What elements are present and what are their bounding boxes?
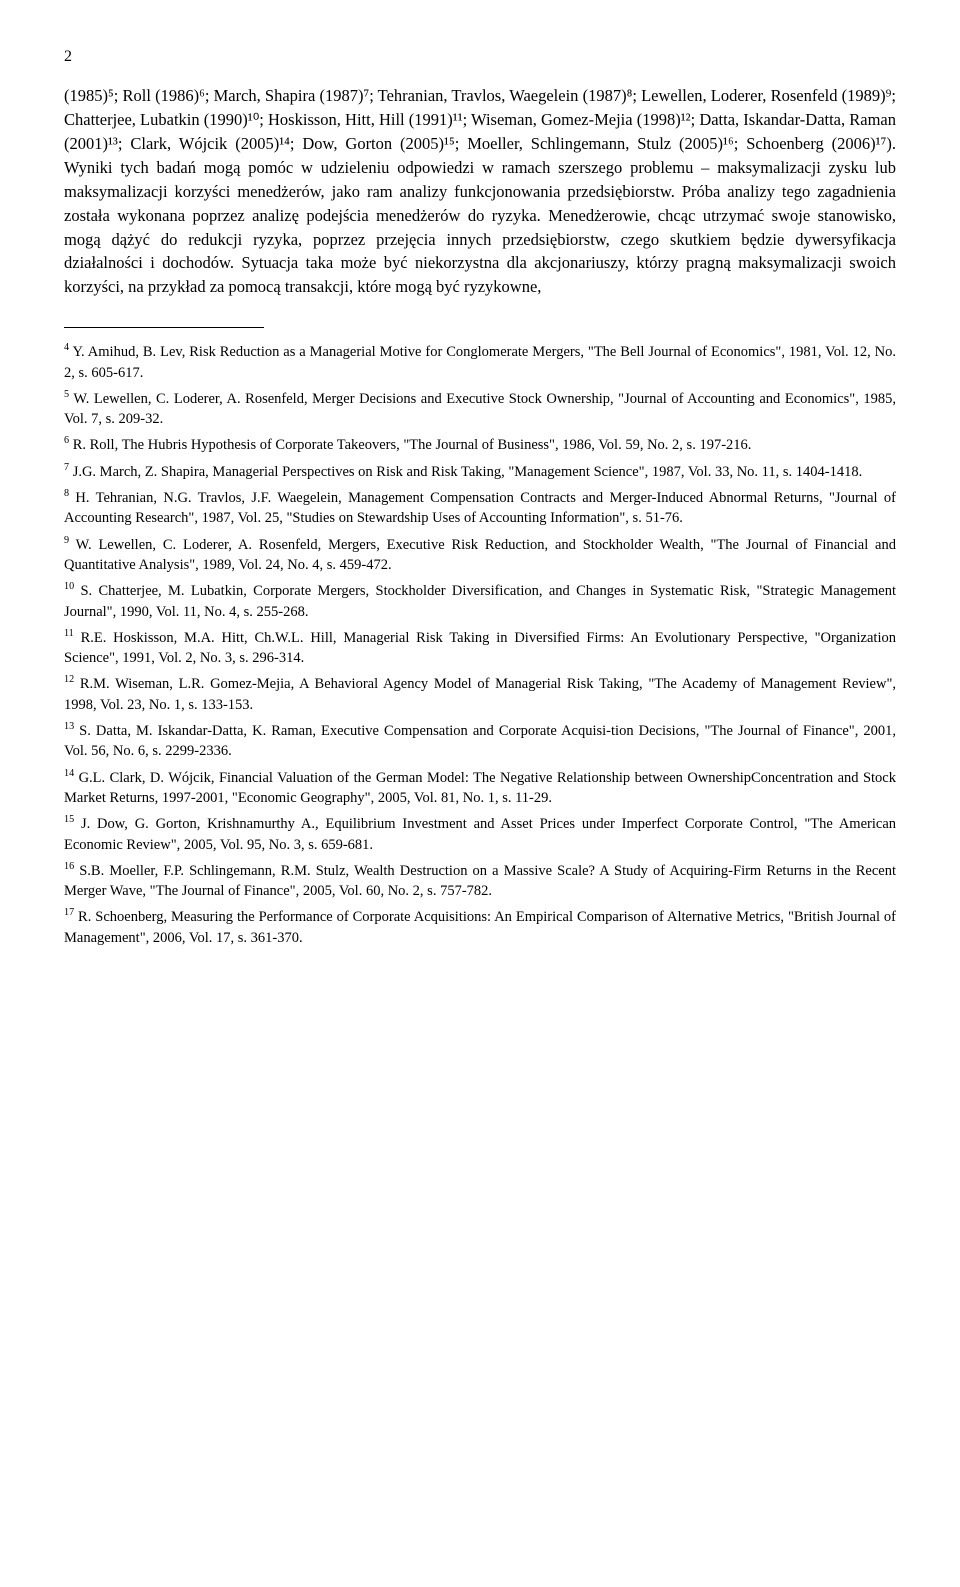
footnote-text: R. Roll, The Hubris Hypothesis of Corpor… [69, 437, 751, 453]
footnote-number: 15 [64, 814, 74, 825]
footnote-text: G.L. Clark, D. Wójcik, Financial Valuati… [64, 770, 896, 806]
footnote-text: S.B. Moeller, F.P. Schlingemann, R.M. St… [64, 863, 896, 899]
footnote-text: R.M. Wiseman, L.R. Gomez-Mejia, A Behavi… [64, 676, 896, 712]
footnote: 7 J.G. March, Z. Shapira, Managerial Per… [64, 462, 896, 482]
footnote: 8 H. Tehranian, N.G. Travlos, J.F. Waege… [64, 488, 896, 529]
footnote-text: H. Tehranian, N.G. Travlos, J.F. Waegele… [64, 490, 896, 526]
footnote-number: 11 [64, 628, 74, 639]
footnote-number: 10 [64, 581, 74, 592]
footnote: 17 R. Schoenberg, Measuring the Performa… [64, 907, 896, 948]
footnote: 6 R. Roll, The Hubris Hypothesis of Corp… [64, 435, 896, 455]
footnote: 9 W. Lewellen, C. Loderer, A. Rosenfeld,… [64, 535, 896, 576]
footnote: 16 S.B. Moeller, F.P. Schlingemann, R.M.… [64, 861, 896, 902]
footnote-text: W. Lewellen, C. Loderer, A. Rosenfeld, M… [64, 537, 896, 573]
footnote-text: J. Dow, G. Gorton, Krishnamurthy A., Equ… [64, 816, 896, 852]
footnote-number: 13 [64, 721, 74, 732]
footnote: 15 J. Dow, G. Gorton, Krishnamurthy A., … [64, 814, 896, 855]
footnote: 14 G.L. Clark, D. Wójcik, Financial Valu… [64, 768, 896, 809]
footnote-number: 16 [64, 861, 74, 872]
footnote-number: 12 [64, 675, 74, 686]
footnote-number: 14 [64, 768, 74, 779]
footnote-text: J.G. March, Z. Shapira, Managerial Persp… [69, 464, 862, 480]
footnotes-block: 4 Y. Amihud, B. Lev, Risk Reduction as a… [64, 342, 896, 948]
footnote: 11 R.E. Hoskisson, M.A. Hitt, Ch.W.L. Hi… [64, 628, 896, 669]
footnote-text: W. Lewellen, C. Loderer, A. Rosenfeld, M… [64, 391, 896, 427]
footnote-text: S. Chatterjee, M. Lubatkin, Corporate Me… [64, 583, 896, 619]
footnote-number: 17 [64, 908, 74, 919]
footnote-text: R.E. Hoskisson, M.A. Hitt, Ch.W.L. Hill,… [64, 630, 896, 666]
footnote-text: R. Schoenberg, Measuring the Performance… [64, 909, 896, 945]
page-number: 2 [64, 48, 896, 66]
footnote-rule [64, 327, 264, 328]
footnote: 12 R.M. Wiseman, L.R. Gomez-Mejia, A Beh… [64, 674, 896, 715]
footnote: 5 W. Lewellen, C. Loderer, A. Rosenfeld,… [64, 389, 896, 430]
footnote-text: S. Datta, M. Iskandar-Datta, K. Raman, E… [64, 723, 896, 759]
footnote: 13 S. Datta, M. Iskandar-Datta, K. Raman… [64, 721, 896, 762]
footnote: 4 Y. Amihud, B. Lev, Risk Reduction as a… [64, 342, 896, 383]
body-paragraph: (1985)⁵; Roll (1986)⁶; March, Shapira (1… [64, 84, 896, 299]
footnote: 10 S. Chatterjee, M. Lubatkin, Corporate… [64, 581, 896, 622]
footnote-text: Y. Amihud, B. Lev, Risk Reduction as a M… [64, 344, 896, 380]
